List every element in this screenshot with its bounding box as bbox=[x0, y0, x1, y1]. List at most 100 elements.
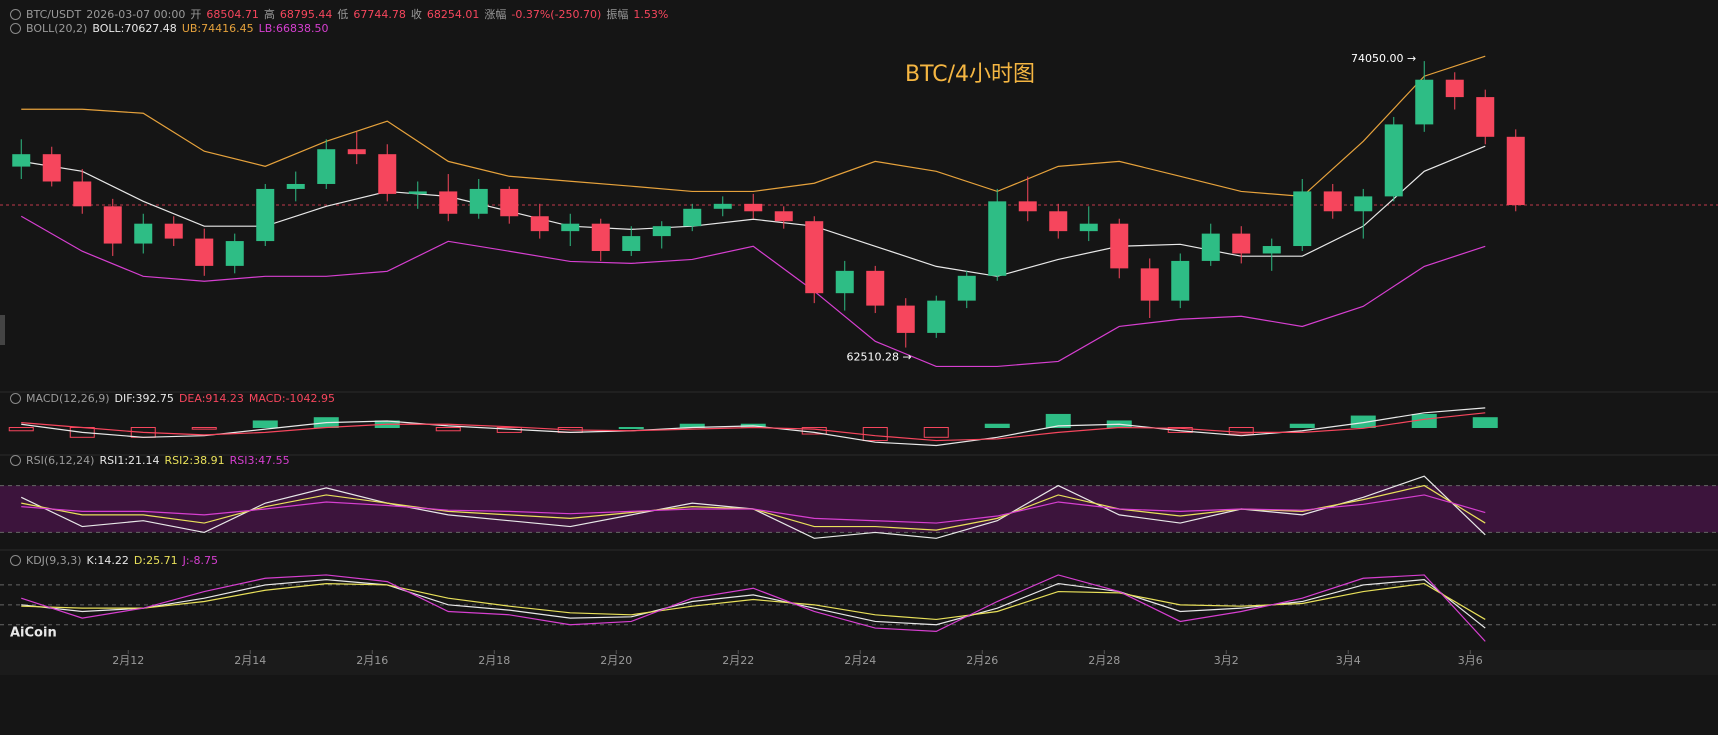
line bbox=[21, 407, 1486, 447]
candle-body bbox=[500, 188, 519, 217]
histogram-bar bbox=[618, 427, 644, 429]
x-tick-label: 2月26 bbox=[966, 654, 998, 667]
indicator-row: BOLL(20,2) BOLL:70627.48 UB:74416.45 LB:… bbox=[10, 22, 328, 35]
label: 开 bbox=[190, 8, 202, 21]
candle-body bbox=[957, 275, 976, 301]
candle-body bbox=[1262, 246, 1281, 254]
x-axis-band bbox=[0, 650, 1718, 675]
x-tick-label: 2月14 bbox=[234, 654, 266, 667]
histogram-bar bbox=[923, 427, 949, 438]
label: 低 bbox=[337, 8, 349, 21]
value: -0.37%(-250.70) bbox=[511, 7, 602, 21]
symbol: BTC/USDT bbox=[26, 7, 82, 21]
annotation: 62510.28 → bbox=[847, 351, 912, 364]
label: 高 bbox=[263, 8, 275, 21]
readout: DEA:914.23 bbox=[178, 392, 244, 405]
histogram-bar bbox=[1472, 417, 1498, 429]
indicator: BOLL(20,2) bbox=[26, 22, 88, 35]
value: 68795.44 bbox=[279, 7, 333, 21]
candle-body bbox=[42, 154, 61, 182]
level-band bbox=[0, 485, 1718, 533]
candle-body bbox=[1506, 136, 1525, 206]
label: 收 bbox=[410, 8, 422, 21]
candle-body bbox=[622, 236, 641, 251]
value: 1.53% bbox=[633, 7, 669, 21]
icon[interactable] bbox=[10, 555, 21, 566]
candle-body bbox=[195, 238, 214, 266]
x-tick-label: 2月18 bbox=[478, 654, 510, 667]
icon[interactable] bbox=[10, 23, 21, 34]
candle-body bbox=[1384, 124, 1403, 197]
candle-body bbox=[896, 305, 915, 333]
line bbox=[21, 582, 1486, 621]
candle-body bbox=[1476, 97, 1495, 137]
candle-body bbox=[1171, 260, 1190, 301]
indicator: RSI(6,12,24) bbox=[26, 454, 95, 467]
candle-body bbox=[164, 223, 183, 239]
readout: RSI2:38.91 bbox=[164, 454, 225, 467]
value: 68504.71 bbox=[206, 7, 259, 21]
candle-body bbox=[1079, 223, 1098, 232]
x-tick-label: 2月28 bbox=[1088, 654, 1120, 667]
label: 振幅 bbox=[606, 8, 629, 21]
candle-body bbox=[12, 154, 31, 167]
value: 68254.01 bbox=[426, 7, 480, 21]
candle-body bbox=[835, 270, 854, 294]
indicator-row: KDJ(9,3,3) K:14.22 D:25.71 J:-8.75 bbox=[10, 554, 218, 567]
candle-body bbox=[469, 188, 488, 214]
readout: UB:74416.45 bbox=[181, 22, 254, 35]
candle-body bbox=[103, 206, 122, 244]
indicator-row: RSI(6,12,24) RSI1:21.14 RSI2:38.91 RSI3:… bbox=[10, 454, 290, 467]
candle-body bbox=[1415, 79, 1434, 125]
candle-body bbox=[1018, 201, 1037, 212]
time: 2026-03-07 00:00 bbox=[86, 7, 186, 21]
icon[interactable] bbox=[10, 455, 21, 466]
logo: AiCoin bbox=[10, 626, 57, 641]
candle-body bbox=[134, 223, 153, 244]
x-tick-label: 2月12 bbox=[112, 654, 144, 667]
indicator-row: MACD(12,26,9) DIF:392.75 DEA:914.23 MACD… bbox=[10, 392, 335, 405]
candle-body bbox=[225, 241, 244, 266]
line bbox=[21, 494, 1486, 524]
label: 涨幅 bbox=[484, 8, 507, 21]
candle-body bbox=[1354, 196, 1373, 212]
side-tab[interactable] bbox=[0, 315, 5, 345]
line bbox=[21, 574, 1486, 642]
candle-body bbox=[713, 203, 732, 209]
candle-body bbox=[1201, 233, 1220, 261]
readout: RSI3:47.55 bbox=[229, 454, 290, 467]
candle-body bbox=[1110, 223, 1129, 269]
x-tick-label: 2月24 bbox=[844, 654, 876, 667]
candle-body bbox=[866, 270, 885, 306]
candle-body bbox=[1049, 211, 1068, 232]
histogram-bar bbox=[984, 423, 1010, 429]
candle-body bbox=[591, 223, 610, 251]
x-tick-label: 3月2 bbox=[1214, 654, 1239, 667]
line bbox=[21, 412, 1486, 442]
chart-title: BTC/4小时图 bbox=[905, 62, 1035, 87]
x-tick-label: 3月4 bbox=[1336, 654, 1361, 667]
candle-body bbox=[927, 300, 946, 333]
candle-body bbox=[652, 226, 671, 237]
candle-body bbox=[988, 201, 1007, 276]
candle-body bbox=[530, 216, 549, 232]
readout: K:14.22 bbox=[86, 554, 129, 567]
candle-body bbox=[1445, 79, 1464, 98]
icon[interactable] bbox=[10, 8, 21, 20]
readout: MACD:-1042.95 bbox=[248, 392, 336, 405]
indicator: MACD(12,26,9) bbox=[26, 392, 110, 405]
x-tick-label: 2月16 bbox=[356, 654, 388, 667]
histogram-bar bbox=[435, 427, 461, 432]
readout: DIF:392.75 bbox=[114, 392, 174, 405]
line bbox=[21, 55, 1486, 198]
candle-body bbox=[408, 191, 427, 194]
candle-body bbox=[1323, 191, 1342, 212]
candle-body bbox=[774, 211, 793, 222]
histogram-bar bbox=[1289, 423, 1315, 429]
candle-body bbox=[256, 188, 275, 242]
value: 67744.78 bbox=[353, 7, 406, 21]
icon[interactable] bbox=[10, 393, 21, 404]
candle-body bbox=[439, 191, 458, 214]
candle-body bbox=[744, 203, 763, 212]
